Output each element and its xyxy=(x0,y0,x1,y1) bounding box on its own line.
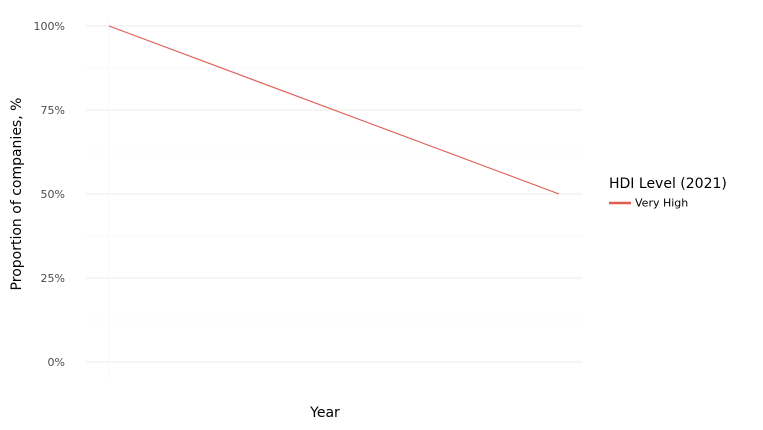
major-gridlines xyxy=(86,25,582,363)
y-tick-label: 75% xyxy=(41,104,65,117)
minor-gridlines xyxy=(86,18,582,378)
legend-label: Very High xyxy=(635,197,688,210)
y-tick-labels: 0% 25% 50% 75% 100% xyxy=(34,20,65,369)
y-tick-label: 0% xyxy=(48,356,65,369)
y-tick-label: 100% xyxy=(34,20,65,33)
series-lines xyxy=(108,25,560,195)
y-tick-label: 50% xyxy=(41,188,65,201)
y-axis-title: Proportion of companies, % xyxy=(9,98,25,291)
y-tick-label: 25% xyxy=(41,272,65,285)
legend-items: Very High xyxy=(609,197,688,210)
series-line-very-high xyxy=(108,25,560,195)
legend: HDI Level (2021) Very High xyxy=(609,176,727,210)
legend-title: HDI Level (2021) xyxy=(609,176,727,192)
x-axis-title: Year xyxy=(309,405,340,421)
